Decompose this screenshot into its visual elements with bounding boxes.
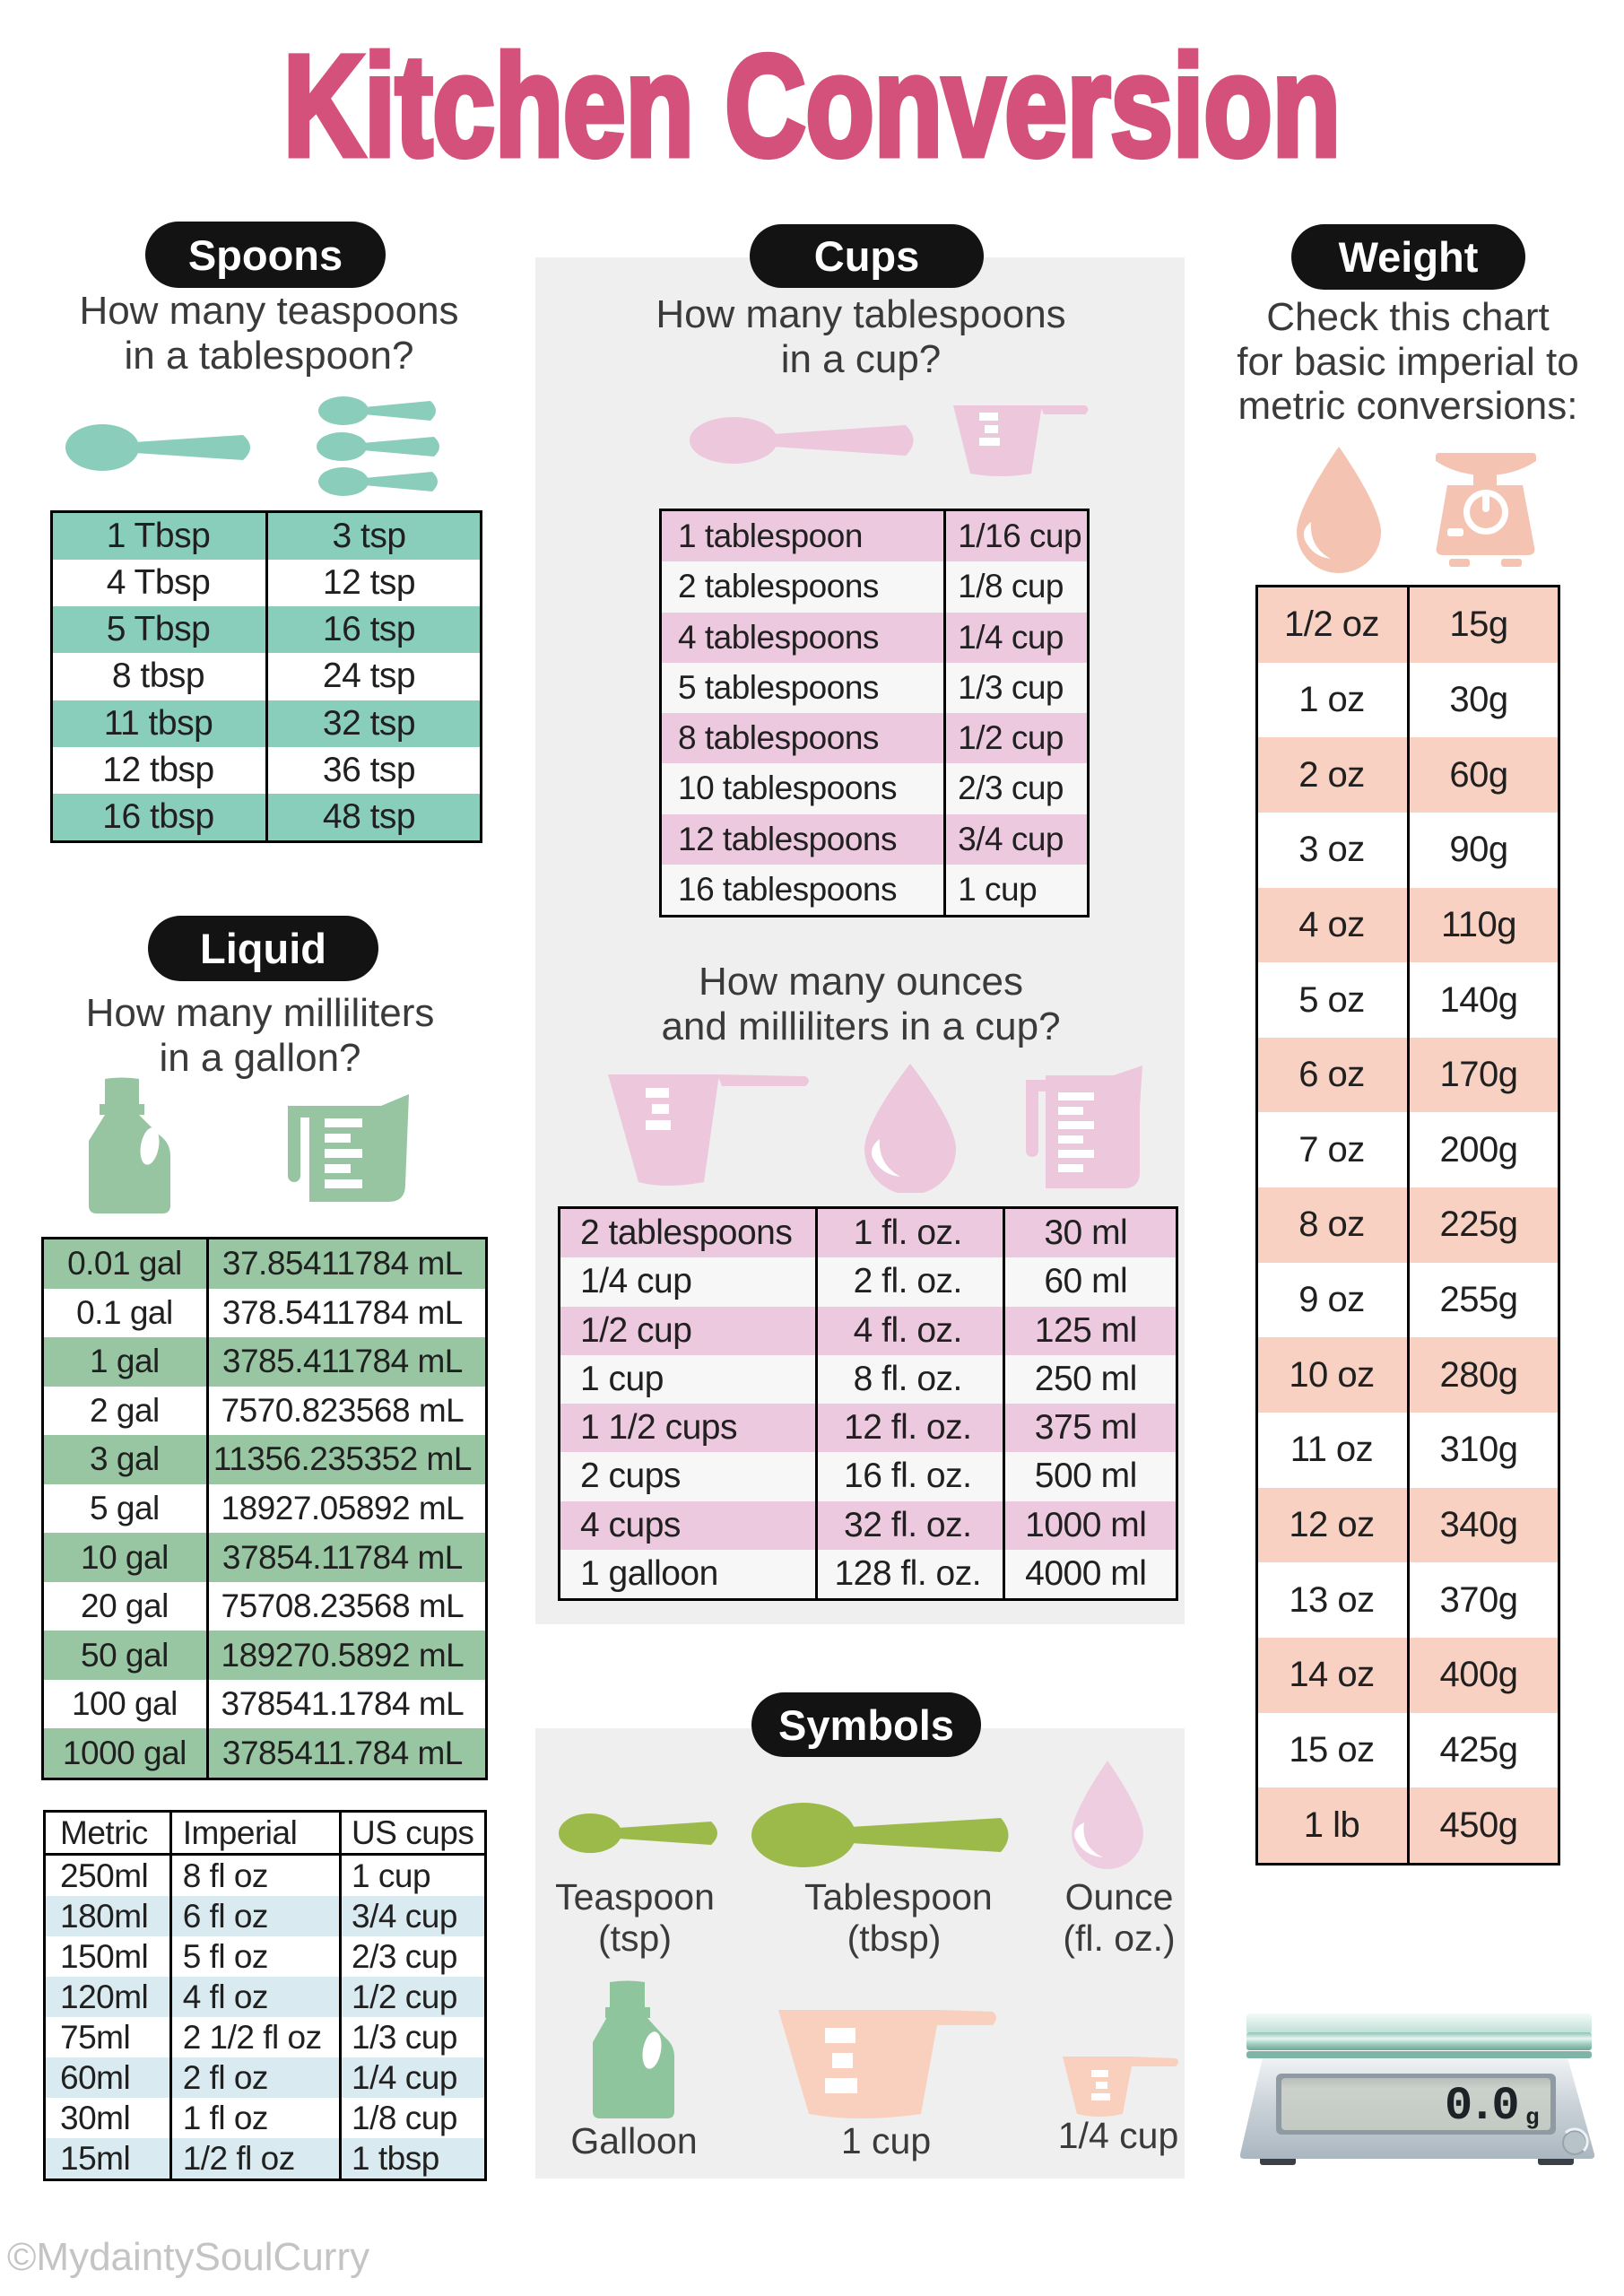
svg-text:g: g [1525, 2104, 1540, 2131]
svg-text:0.0: 0.0 [1445, 2080, 1517, 2133]
